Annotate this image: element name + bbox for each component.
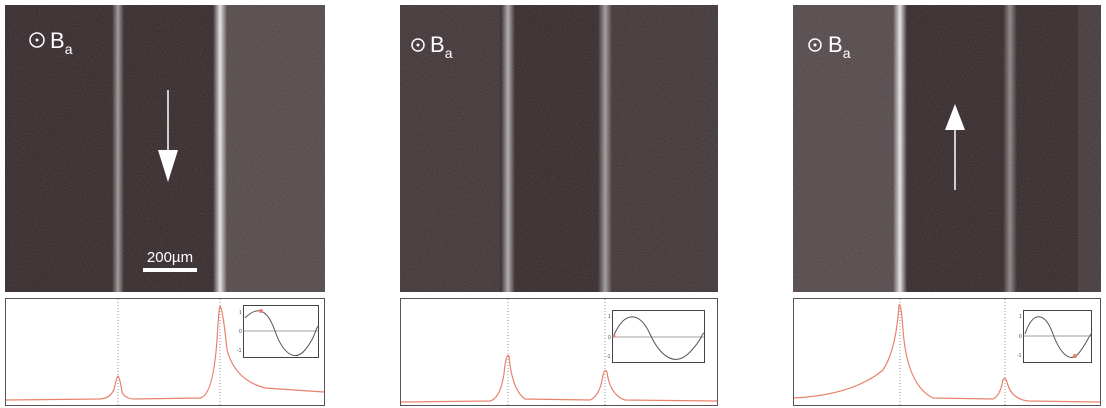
subscript: a — [843, 45, 851, 61]
inset-tick: -1 — [237, 348, 242, 354]
inset — [612, 310, 705, 363]
inset — [1023, 310, 1092, 363]
field-label: Ba — [430, 32, 453, 61]
inset-tick: 1 — [239, 310, 242, 316]
inset-tick: 0 — [608, 335, 611, 341]
field-symbol — [808, 38, 822, 52]
inset-tick: -1 — [606, 354, 611, 360]
inset-tick: 0 — [1019, 334, 1022, 340]
symbol: B — [430, 32, 445, 57]
arrow-head — [945, 104, 965, 130]
panel: Ba 200µm 1 0 -1 — [5, 5, 325, 406]
field-symbol-dot — [35, 38, 39, 42]
field-symbol — [29, 32, 45, 48]
inset-tick: 1 — [1019, 314, 1022, 320]
inset — [243, 305, 319, 358]
profile — [5, 305, 325, 401]
texture — [5, 5, 325, 292]
scale-bar — [143, 268, 197, 272]
subscript: a — [445, 45, 453, 61]
inset-marker — [259, 309, 263, 313]
field-symbol-dot — [416, 43, 420, 47]
inset-curve — [613, 316, 705, 360]
symbol: B — [828, 32, 843, 57]
scale-bar-label: 200µm — [147, 249, 193, 266]
profile — [793, 304, 1101, 403]
inset-tick: 1 — [608, 314, 611, 320]
field-label: Ba — [50, 28, 73, 57]
field-label: Ba — [828, 32, 851, 61]
inset-tick: -1 — [1017, 353, 1022, 359]
field-symbol-dot — [813, 43, 817, 47]
inset-marker — [612, 334, 616, 338]
inset-tick: 0 — [239, 329, 242, 335]
field-symbol — [411, 38, 425, 52]
symbol: B — [50, 28, 65, 53]
inset-curve — [1024, 316, 1092, 358]
subscript: a — [65, 41, 73, 57]
texture — [400, 5, 718, 292]
arrow-head — [158, 150, 178, 182]
profile — [400, 354, 718, 403]
inset-marker — [1073, 354, 1077, 358]
panel: Ba 1 0 -1 — [400, 5, 718, 406]
panel: Ba 1 0 -1 — [793, 5, 1101, 406]
texture — [793, 5, 1101, 292]
